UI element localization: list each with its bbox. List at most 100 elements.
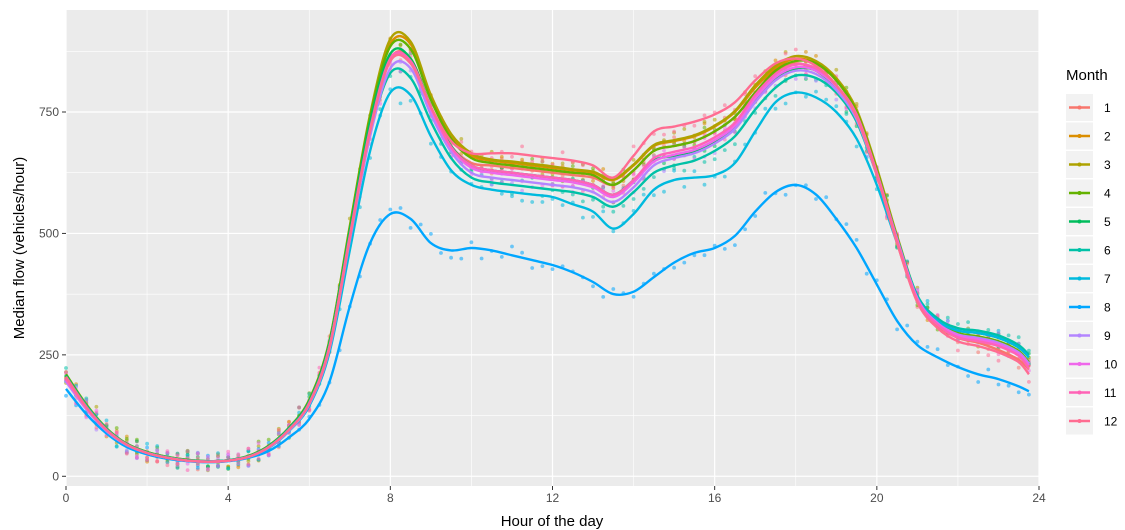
legend-item-month-8: 8	[1066, 293, 1111, 321]
data-point	[581, 199, 585, 204]
x-axis-title: Hour of the day	[501, 513, 604, 530]
data-point	[793, 77, 798, 81]
data-point	[743, 227, 747, 232]
data-point	[834, 97, 839, 102]
data-point	[804, 50, 808, 54]
data-point	[925, 302, 930, 306]
data-point	[226, 455, 231, 460]
legend-key-point	[1077, 362, 1082, 366]
data-point	[276, 428, 281, 432]
data-point	[570, 164, 575, 169]
data-point	[124, 436, 129, 441]
data-point	[733, 142, 737, 147]
legend-label: 11	[1104, 386, 1117, 400]
data-point	[226, 449, 231, 454]
data-point	[712, 157, 717, 162]
data-point	[682, 260, 687, 265]
data-point	[601, 295, 606, 299]
data-point	[591, 166, 595, 171]
x-tick-label: 24	[1032, 491, 1046, 505]
data-point	[621, 204, 626, 208]
data-point	[956, 348, 960, 353]
data-point	[631, 158, 636, 162]
y-tick-label: 0	[52, 469, 59, 483]
data-point	[702, 160, 707, 164]
legend-item-month-2: 2	[1066, 122, 1111, 150]
legend-key-point	[1077, 105, 1082, 110]
legend-label: 10	[1104, 358, 1118, 372]
x-tick-label: 4	[225, 491, 232, 505]
data-point	[499, 255, 504, 259]
data-point	[722, 174, 727, 179]
data-point	[702, 125, 707, 130]
legend-key-point	[1077, 390, 1082, 395]
data-point	[895, 327, 899, 332]
legend-item-month-6: 6	[1066, 236, 1111, 264]
data-point	[672, 168, 676, 173]
data-point	[722, 247, 727, 251]
data-point	[591, 215, 595, 219]
data-point	[662, 132, 666, 137]
data-point	[672, 135, 676, 140]
data-point	[145, 458, 150, 463]
data-point	[854, 144, 859, 149]
data-point	[175, 453, 180, 458]
legend-key-point	[1077, 191, 1082, 195]
data-point	[1016, 365, 1021, 370]
data-point	[145, 441, 150, 446]
x-tick-label: 12	[546, 491, 560, 505]
data-point	[469, 240, 474, 245]
data-point	[1006, 383, 1011, 388]
x-tick-label: 16	[708, 491, 722, 505]
data-point	[966, 374, 970, 378]
legend-item-month-11: 11	[1066, 379, 1117, 406]
x-tick-label: 8	[387, 491, 394, 505]
data-point	[520, 198, 524, 203]
data-point	[591, 284, 595, 289]
x-tick-label: 0	[63, 491, 70, 505]
data-point	[722, 148, 727, 153]
data-point	[925, 299, 930, 303]
data-point	[581, 163, 585, 168]
legend-item-month-5: 5	[1066, 208, 1111, 235]
data-point	[449, 255, 453, 260]
data-point	[520, 250, 524, 255]
data-point	[266, 452, 271, 457]
legend-item-month-10: 10	[1066, 350, 1118, 378]
data-point	[236, 452, 241, 456]
legend-key-point	[1077, 276, 1082, 281]
axis-ticks: 0 4 8 12 16 20 24 0 250 500 750	[39, 105, 1046, 505]
data-point	[631, 144, 636, 149]
data-point	[530, 159, 535, 164]
legend-key-point	[1077, 248, 1082, 252]
data-point	[814, 197, 818, 201]
data-point	[773, 58, 778, 63]
data-point	[804, 94, 808, 99]
data-point	[560, 150, 565, 155]
data-point	[145, 455, 150, 460]
data-point	[1016, 390, 1021, 395]
data-point	[733, 243, 737, 248]
data-point	[986, 367, 991, 372]
data-point	[530, 200, 535, 204]
data-point	[246, 446, 251, 451]
legend-key-point	[1077, 419, 1082, 423]
data-point	[135, 455, 139, 460]
data-point	[398, 42, 403, 47]
data-point	[560, 161, 565, 166]
data-point	[439, 251, 443, 255]
data-point	[64, 366, 68, 370]
data-point	[814, 54, 818, 58]
data-point	[945, 319, 950, 323]
data-point	[155, 444, 160, 448]
data-point	[550, 267, 555, 271]
data-point	[287, 420, 291, 424]
data-point	[601, 204, 606, 209]
data-point	[114, 426, 119, 430]
legend-item-month-4: 4	[1066, 179, 1111, 207]
data-point	[672, 265, 676, 270]
legend-title: Month	[1066, 67, 1108, 84]
data-point	[996, 382, 1001, 387]
data-point	[104, 422, 109, 426]
